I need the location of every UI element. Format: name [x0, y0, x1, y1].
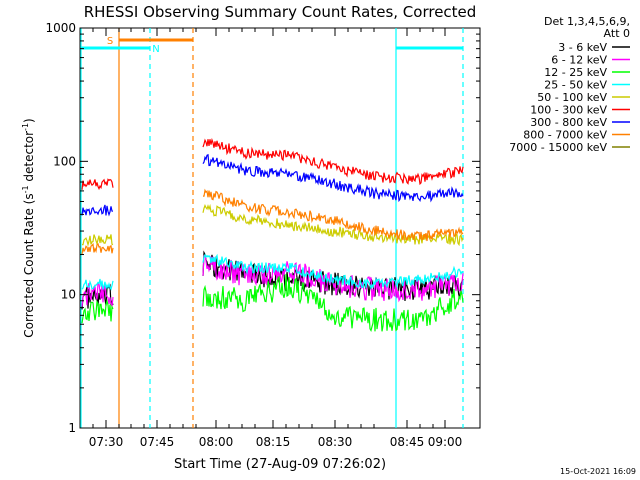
legend-label: 3 - 6 keV — [558, 41, 607, 54]
x-axis-label: Start Time (27-Aug-09 07:26:02) — [174, 457, 386, 472]
series-line — [81, 178, 114, 191]
legend-label: 300 - 800 keV — [530, 116, 607, 129]
y-label-pre: Corrected Count Rate (s — [22, 193, 36, 337]
series-line — [202, 274, 464, 333]
y-tick-label: 100 — [53, 154, 76, 168]
x-tick-label: 07:30 — [89, 435, 124, 449]
legend-label: 50 - 100 keV — [537, 91, 607, 104]
annotation-label: S — [107, 36, 113, 47]
x-tick-label: 08:45 — [390, 435, 425, 449]
plot-frame — [79, 27, 481, 429]
y-tick-label: 10 — [61, 288, 76, 302]
y-tick-label: 1 — [68, 421, 76, 435]
data-series — [81, 137, 464, 333]
legend-label: 800 - 7000 keV — [523, 129, 607, 142]
series-line — [81, 278, 114, 291]
legend-label: 25 - 50 keV — [544, 79, 607, 92]
y-axis-ticks: 1 10 100 1000 — [45, 21, 480, 435]
y-label-post: ) — [22, 118, 36, 123]
legend-header-line-2: Att 0 — [604, 27, 630, 40]
legend-label: 6 - 12 keV — [551, 54, 607, 67]
y-label-sup2: -1 — [21, 123, 30, 131]
annotation-bars: SN — [81, 36, 463, 55]
legend-label: 12 - 25 keV — [544, 66, 607, 79]
annotation-label: N — [152, 44, 159, 55]
y-axis-label: Corrected Count Rate (s-1 detector-1) — [21, 118, 36, 337]
footer-date: 15-Oct-2021 16:09 — [560, 467, 636, 476]
chart-title: RHESSI Observing Summary Count Rates, Co… — [84, 3, 477, 21]
series-line — [202, 203, 464, 247]
legend-label: 100 - 300 keV — [530, 104, 607, 117]
x-tick-label: 08:15 — [256, 435, 291, 449]
x-tick-label: 07:45 — [140, 435, 175, 449]
series-line — [82, 234, 114, 247]
series-line — [81, 282, 114, 307]
series-line — [81, 204, 114, 217]
series-line — [202, 137, 464, 186]
vertical-markers — [80, 28, 464, 428]
x-tick-label: 08:30 — [318, 435, 353, 449]
x-tick-label: 08:00 — [199, 435, 234, 449]
legend-label: 7000 - 15000 keV — [509, 141, 607, 154]
x-tick-label: 09:00 — [428, 435, 463, 449]
y-label-sup1: -1 — [21, 185, 30, 193]
x-axis-ticks: 07:30 07:45 08:00 08:15 08:30 08:45 09:00 — [89, 28, 463, 449]
series-line — [203, 188, 464, 242]
y-label-mid: detector — [22, 131, 36, 186]
series-line — [81, 299, 114, 324]
legend-header-line-1: Det 1,3,4,5,6,9, — [544, 15, 630, 28]
series-line — [202, 153, 464, 203]
series-line — [202, 253, 464, 290]
y-tick-label: 1000 — [45, 21, 76, 35]
series-line — [81, 242, 114, 255]
